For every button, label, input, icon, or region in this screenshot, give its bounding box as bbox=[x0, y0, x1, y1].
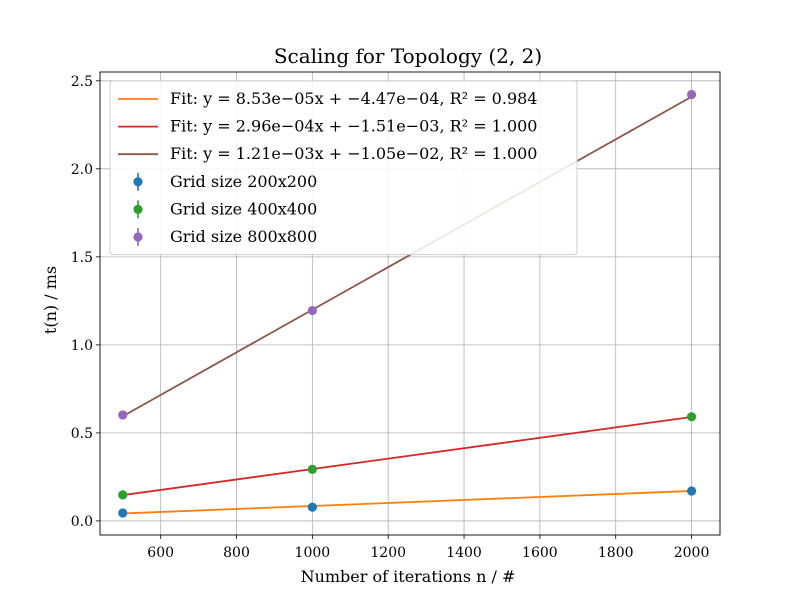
fit-line bbox=[122, 490, 692, 515]
plot-frame bbox=[99, 71, 721, 536]
x-tick-label: 1400 bbox=[446, 545, 482, 561]
data-point bbox=[686, 412, 697, 422]
x-tick-label: 800 bbox=[223, 545, 250, 561]
x-axis-label: Number of iterations n / # bbox=[301, 567, 516, 586]
fit-lines bbox=[122, 95, 693, 515]
data-point bbox=[686, 89, 697, 100]
legend-box bbox=[109, 80, 578, 256]
legend: Fit: y = 8.53e−05x + −4.47e−04, R² = 0.9… bbox=[109, 80, 578, 256]
chart-title: Scaling for Topology (2, 2) bbox=[274, 44, 542, 68]
y-tick-label: 2.5 bbox=[71, 74, 93, 90]
y-tick-label: 1.5 bbox=[71, 250, 93, 266]
data-points bbox=[118, 89, 697, 518]
x-tick-label: 1800 bbox=[598, 545, 634, 561]
data-point bbox=[307, 305, 317, 316]
legend-series-label: Grid size 400x400 bbox=[170, 199, 317, 218]
y-tick-label: 0.0 bbox=[71, 514, 93, 530]
fit-line bbox=[122, 416, 692, 497]
fit-line bbox=[122, 95, 693, 418]
data-point bbox=[118, 508, 128, 518]
legend-fit-label: Fit: y = 1.21e−03x + −1.05e−02, R² = 1.0… bbox=[170, 144, 537, 163]
x-tick-label: 1000 bbox=[295, 545, 331, 561]
data-point bbox=[307, 502, 317, 512]
x-tick-label: 1200 bbox=[370, 545, 406, 561]
legend-marker-swatch bbox=[133, 232, 143, 242]
data-point bbox=[118, 490, 128, 500]
y-tick-label: 0.5 bbox=[71, 426, 93, 442]
y-axis-label: t(n) / ms bbox=[41, 266, 60, 334]
y-tick-label: 1.0 bbox=[71, 338, 93, 354]
data-point bbox=[307, 464, 317, 474]
y-tick-label: 2.0 bbox=[71, 162, 93, 178]
legend-fit-label: Fit: y = 2.96e−04x + −1.51e−03, R² = 1.0… bbox=[170, 117, 537, 136]
legend-fit-label: Fit: y = 8.53e−05x + −4.47e−04, R² = 0.9… bbox=[170, 89, 537, 108]
x-tick-label: 1600 bbox=[522, 545, 558, 561]
x-tick-label: 2000 bbox=[674, 545, 710, 561]
x-tick-label: 600 bbox=[147, 545, 174, 561]
data-point bbox=[118, 410, 128, 420]
data-point bbox=[686, 486, 697, 496]
legend-marker-swatch bbox=[133, 204, 143, 214]
legend-marker-swatch bbox=[133, 177, 143, 187]
axis-ticks: 600 800 1000 1200 1400 1600 1800 2000 0.0 0.5 1.0 1… bbox=[71, 74, 710, 561]
legend-series-label: Grid size 800x800 bbox=[170, 227, 317, 246]
legend-series-label: Grid size 200x200 bbox=[170, 172, 317, 191]
